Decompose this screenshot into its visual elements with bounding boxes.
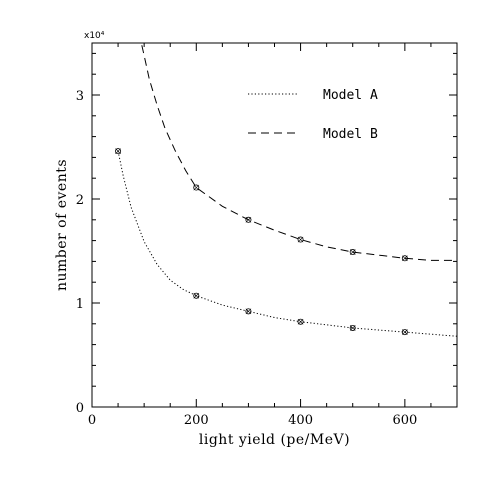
data-point [349, 324, 356, 331]
data-point [401, 255, 408, 262]
axis-ticks [91, 43, 458, 408]
data-point [297, 236, 304, 243]
series-curves [117, 43, 457, 337]
data-point [193, 184, 200, 191]
legend-label: Model B [323, 127, 378, 142]
x-tick-label: 600 [392, 413, 417, 428]
data-point [297, 318, 304, 325]
data-point [115, 148, 122, 155]
series-markers [115, 148, 408, 336]
y-tick-label: 0 [76, 401, 84, 416]
plot-frame [91, 42, 458, 408]
data-point [401, 329, 408, 336]
data-point [193, 292, 200, 299]
x-axis-label: light yield (pe/MeV) [199, 432, 350, 448]
y-tick-label: 3 [76, 89, 84, 104]
data-point [245, 308, 252, 315]
data-point [245, 216, 252, 223]
x-tick-label: 0 [88, 413, 96, 428]
y-tick-label: 1 [76, 297, 84, 312]
data-point [349, 249, 356, 256]
y-tick-label: 2 [76, 193, 84, 208]
y-multiplier-label: x10⁴ [84, 31, 105, 41]
series-line-2 [140, 43, 457, 261]
tick-labels: 0 200 400 600 0 1 2 3 [76, 89, 418, 428]
y-axis-label: number of events [54, 159, 70, 291]
x-tick-label: 200 [184, 413, 209, 428]
series-line-1 [117, 151, 457, 337]
legend-label: Model A [323, 88, 378, 103]
x-tick-label: 400 [288, 413, 313, 428]
legend: Model A Model B [248, 88, 378, 142]
